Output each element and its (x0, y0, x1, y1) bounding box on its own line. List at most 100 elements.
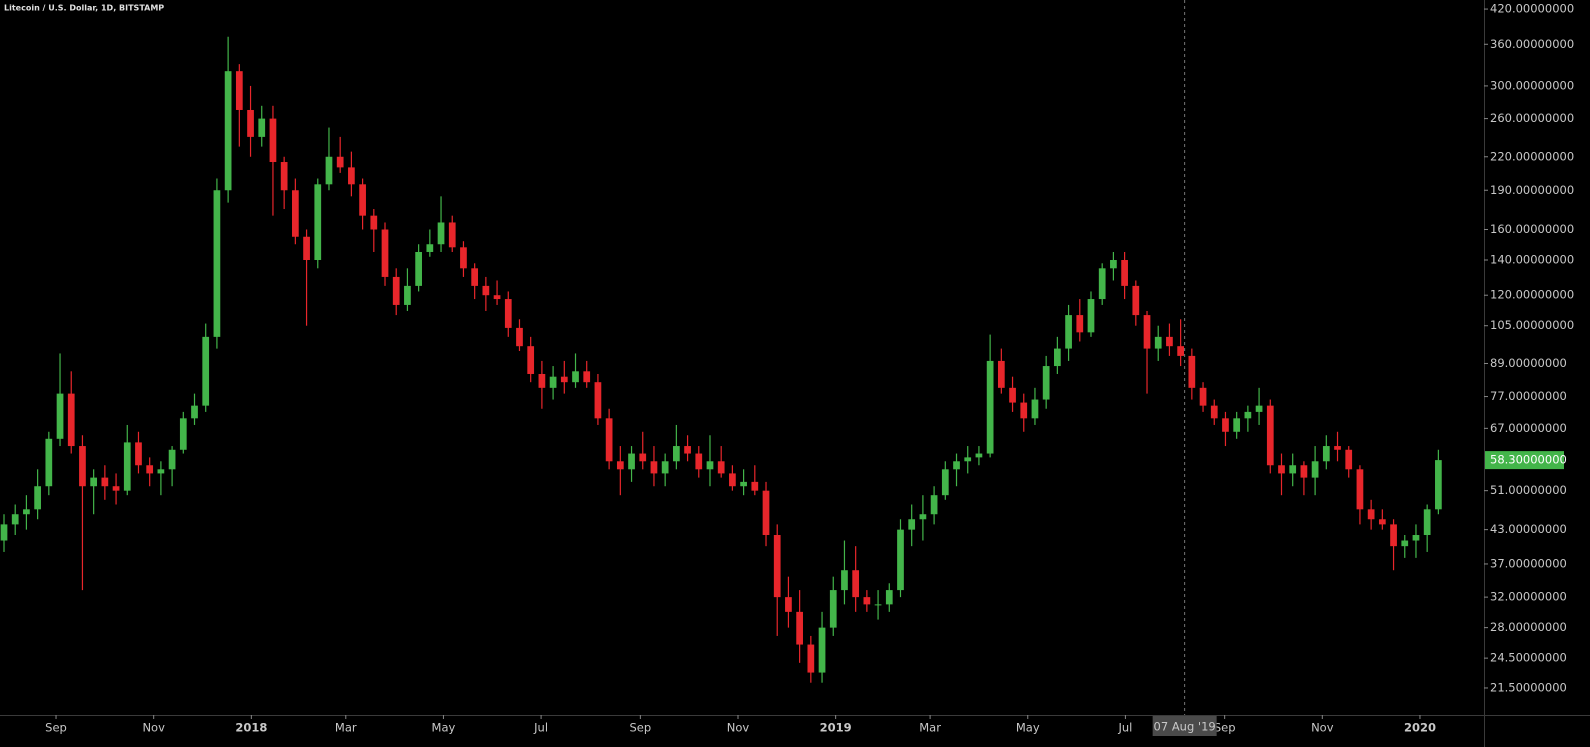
candle-body (381, 229, 389, 277)
y-tick-label: 300.00000000 (1490, 78, 1574, 92)
candle-body (1412, 535, 1420, 541)
candle-body (224, 71, 232, 191)
x-tick-label: Mar (919, 721, 941, 735)
candle-body (516, 327, 523, 347)
y-tick-label: 43.00000000 (1490, 522, 1567, 536)
candle-body (751, 481, 759, 491)
candle-body (1266, 405, 1274, 466)
crosshair-label: 07 Aug '19 (1154, 720, 1216, 734)
candle-body (1300, 465, 1308, 478)
candle-body (1087, 299, 1095, 333)
candle-body (45, 438, 53, 487)
candle-body (1199, 387, 1207, 406)
candle-body (157, 469, 165, 474)
last-price-box (1485, 451, 1564, 470)
candle-body (1289, 465, 1297, 474)
candle-body (1435, 460, 1442, 510)
candle-body (538, 373, 546, 388)
candle-body (1042, 366, 1050, 400)
candle-body (370, 215, 378, 230)
candle-body (1143, 315, 1151, 349)
candle-body (303, 236, 310, 261)
candle-body (1154, 336, 1162, 349)
candle-body (1356, 469, 1364, 510)
candle-body (986, 360, 994, 454)
candle-body (673, 446, 680, 462)
candle-body (908, 519, 916, 530)
candle-body (549, 376, 557, 388)
y-tick-label: 67.00000000 (1490, 421, 1567, 435)
candle-body (67, 393, 75, 447)
y-tick-label: 32.00000000 (1490, 590, 1567, 604)
candle-body (796, 611, 803, 645)
candle-body (1110, 260, 1117, 269)
candle-body (572, 371, 579, 383)
candle-body (964, 457, 972, 462)
candle-body (348, 167, 355, 185)
y-tick-label: 51.00000000 (1490, 483, 1567, 497)
candle-body (1188, 355, 1196, 388)
candle-body (717, 461, 725, 474)
y-tick-label: 140.00000000 (1490, 253, 1574, 267)
candle-body (1121, 260, 1128, 286)
candle-body (146, 465, 154, 474)
candle-body (392, 276, 400, 305)
x-tick-label: Jul (1117, 721, 1132, 735)
candle-body (829, 590, 837, 628)
candle-body (168, 449, 176, 470)
candle-body (336, 156, 344, 168)
candle-body (213, 190, 221, 337)
candle-body (359, 184, 366, 216)
candle-body (179, 418, 187, 450)
candle-body (269, 118, 277, 163)
candle-body (919, 514, 927, 520)
candle-body (1244, 411, 1252, 419)
candle-body (1255, 405, 1263, 412)
candle-body (885, 590, 893, 605)
candle-body (616, 461, 624, 470)
candle-body (930, 495, 938, 515)
y-tick-label: 37.00000000 (1490, 556, 1567, 570)
last-price-label: 58.30000000 (1490, 453, 1567, 467)
axes: 420.00000000 360.00000000 300.00000000 260.… (45, 2, 1574, 736)
candle-body (280, 162, 288, 191)
candle-body (471, 268, 479, 286)
candle-body (1054, 348, 1061, 367)
x-tick-label: May (1016, 721, 1040, 735)
y-tick-label: 260.00000000 (1490, 111, 1574, 125)
candle-body (90, 477, 98, 487)
chart-title: Litecoin / U.S. Dollar, 1D, BITSTAMP (4, 4, 164, 13)
y-tick-label: 190.00000000 (1490, 183, 1574, 197)
candle-body (560, 376, 568, 383)
candle-body (1311, 461, 1319, 478)
x-tick-label: Sep (45, 721, 67, 735)
candle-body (684, 446, 691, 454)
candle-body (1132, 285, 1140, 316)
candle-body (482, 285, 490, 296)
candle-body (941, 469, 949, 496)
y-tick-label: 28.00000000 (1490, 620, 1567, 634)
candle-body (291, 190, 299, 237)
candle-body (650, 461, 658, 474)
candle-body (762, 490, 770, 536)
x-tick-label: 2018 (235, 721, 267, 735)
candle-body (897, 529, 904, 591)
y-tick-label: 120.00000000 (1490, 288, 1574, 302)
crosshair-label-box (1152, 716, 1217, 736)
candle-body (426, 244, 434, 252)
candle-body (863, 597, 871, 605)
candle-body (1378, 519, 1386, 525)
y-tick-label: 420.00000000 (1490, 2, 1574, 16)
candle-body (841, 570, 848, 591)
candle-body (785, 597, 792, 612)
candle-body (1423, 509, 1431, 536)
candle-body (773, 535, 781, 598)
y-tick-label: 89.00000000 (1490, 356, 1567, 370)
x-tick-label: Nov (727, 721, 750, 735)
candle-body (605, 418, 613, 462)
candle-body (639, 453, 647, 462)
candle-body (1210, 405, 1218, 419)
candle-body (1076, 315, 1084, 333)
x-tick-label: Jul (533, 721, 548, 735)
